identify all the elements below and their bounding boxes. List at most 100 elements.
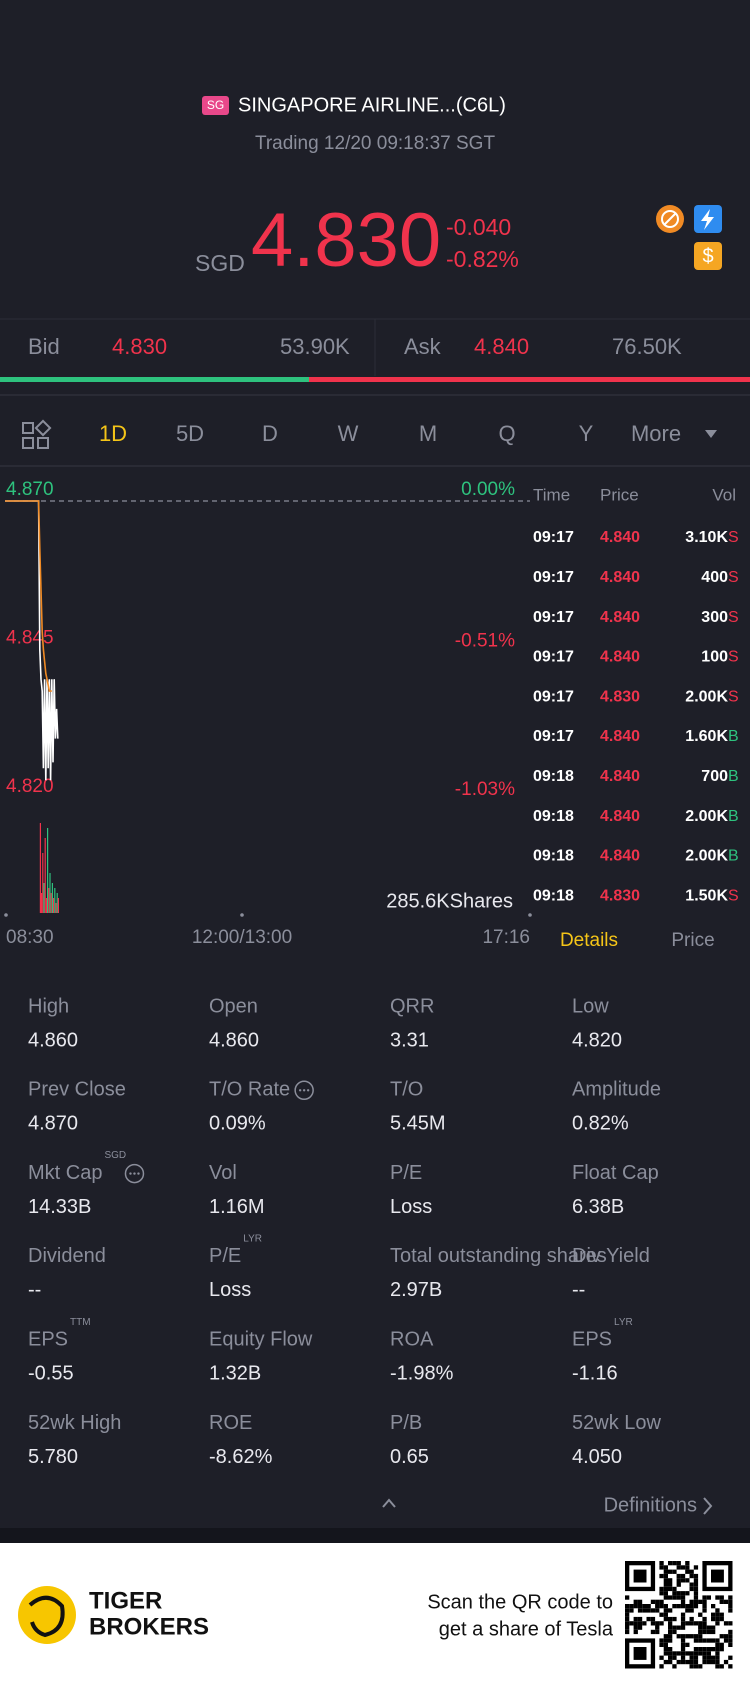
period-tab[interactable]: D [262,421,278,446]
qr-module [659,1621,664,1626]
qr-module [650,1621,656,1626]
qr-module [715,1616,720,1622]
qr-module [698,1629,703,1635]
qr-module [663,1578,668,1583]
stat-superscript: LYR [614,1317,633,1328]
qr-module [659,1561,664,1566]
icon-currency[interactable] [694,242,722,270]
qr-module [706,1638,711,1643]
qr-module [728,1621,733,1626]
trade-time: 09:17 [533,728,574,745]
qr-module [642,1604,647,1609]
currency: SGD [195,250,245,276]
qr-module [689,1616,694,1622]
qr-module [702,1638,707,1643]
qr-module [715,1651,720,1656]
definitions-link[interactable]: Definitions [604,1494,697,1516]
icon-halt-glyph [661,210,679,228]
qr-module [693,1599,699,1604]
qr-module [668,1595,673,1600]
qr-module [680,1599,686,1604]
stat-value: -- [28,1279,41,1301]
qr-module [685,1565,690,1570]
trade-volume: 300 [701,609,728,626]
qr-module [663,1569,668,1574]
qr-module [633,1616,638,1622]
period-tab[interactable]: 1D [99,421,127,446]
qr-module [646,1616,651,1622]
volume-bar [48,888,50,913]
qr-module [663,1634,668,1639]
qr-module [668,1634,673,1639]
period-tab[interactable]: More [631,421,681,446]
qr-module [706,1659,711,1665]
qr-module [655,1608,660,1613]
qr-module [728,1599,733,1604]
definitions-chevron [703,1497,713,1515]
x-tick-label: 17:16 [482,927,530,948]
qr-module [728,1642,733,1647]
qr-module [698,1625,703,1630]
info-icon[interactable] [124,1163,145,1184]
bid-bar [0,377,309,382]
period-tab[interactable]: M [419,421,437,446]
qr-module [655,1625,660,1630]
info-icon[interactable] [294,1080,314,1101]
period-tab[interactable]: Q [498,421,515,446]
qr-module [668,1625,673,1630]
info-icon-dot [298,1089,302,1092]
qr-module [659,1638,664,1643]
qr-module [680,1591,686,1596]
trade-price: 4.840 [600,529,640,546]
trade-volume: 2.00K [685,688,728,705]
stat-label: Low [572,995,609,1017]
stat-value: 1.16M [209,1196,265,1218]
qr-module [672,1651,677,1656]
trade-volume: 1.50K [685,887,728,904]
trade-time: 09:18 [533,808,574,825]
qr-module [668,1655,673,1660]
volume-bar [43,883,45,913]
qr-module [711,1616,716,1622]
qr-module [685,1604,690,1609]
qr-module [668,1651,673,1656]
info-icon-dot [133,1172,136,1175]
trade-price: 4.840 [600,768,640,785]
qr-module [650,1629,656,1635]
qr-module [728,1664,733,1669]
trades-header: Vol [712,485,736,504]
qr-module [702,1647,707,1652]
qr-module [693,1638,699,1643]
detail-tab[interactable]: Details [560,930,618,951]
period-tab[interactable]: 5D [176,421,204,446]
stat-label: Total outstanding shares [390,1245,607,1267]
qr-module [625,1595,630,1600]
qr-module [698,1599,703,1604]
qr-module [663,1612,668,1617]
period-tab[interactable]: Y [579,421,594,446]
qr-module [693,1595,699,1600]
qr-module [668,1647,673,1652]
detail-tab[interactable]: Price [671,930,714,951]
qr-module [668,1561,673,1566]
price: 4.830 [251,198,441,283]
stat-value: 2.97B [390,1279,442,1301]
qr-module [685,1651,690,1656]
pct-label: 0.00% [461,479,515,500]
stat-label: T/O [390,1079,423,1101]
qr-module [693,1647,699,1652]
status: Trading 12/20 09:18:37 SGT [255,133,496,154]
period-tab[interactable]: W [338,421,359,446]
qr-module [659,1586,664,1592]
stat-label: EPS [572,1328,612,1350]
change: -0.040 [446,214,511,240]
qr-finder [633,1647,647,1660]
x-tick-label: 12:00/13:00 [192,927,292,948]
layout-icon[interactable] [22,419,52,449]
trade-time: 09:18 [533,848,574,865]
qr-module [689,1582,694,1587]
collapse-button[interactable] [382,1498,396,1508]
qr-module [715,1647,720,1652]
